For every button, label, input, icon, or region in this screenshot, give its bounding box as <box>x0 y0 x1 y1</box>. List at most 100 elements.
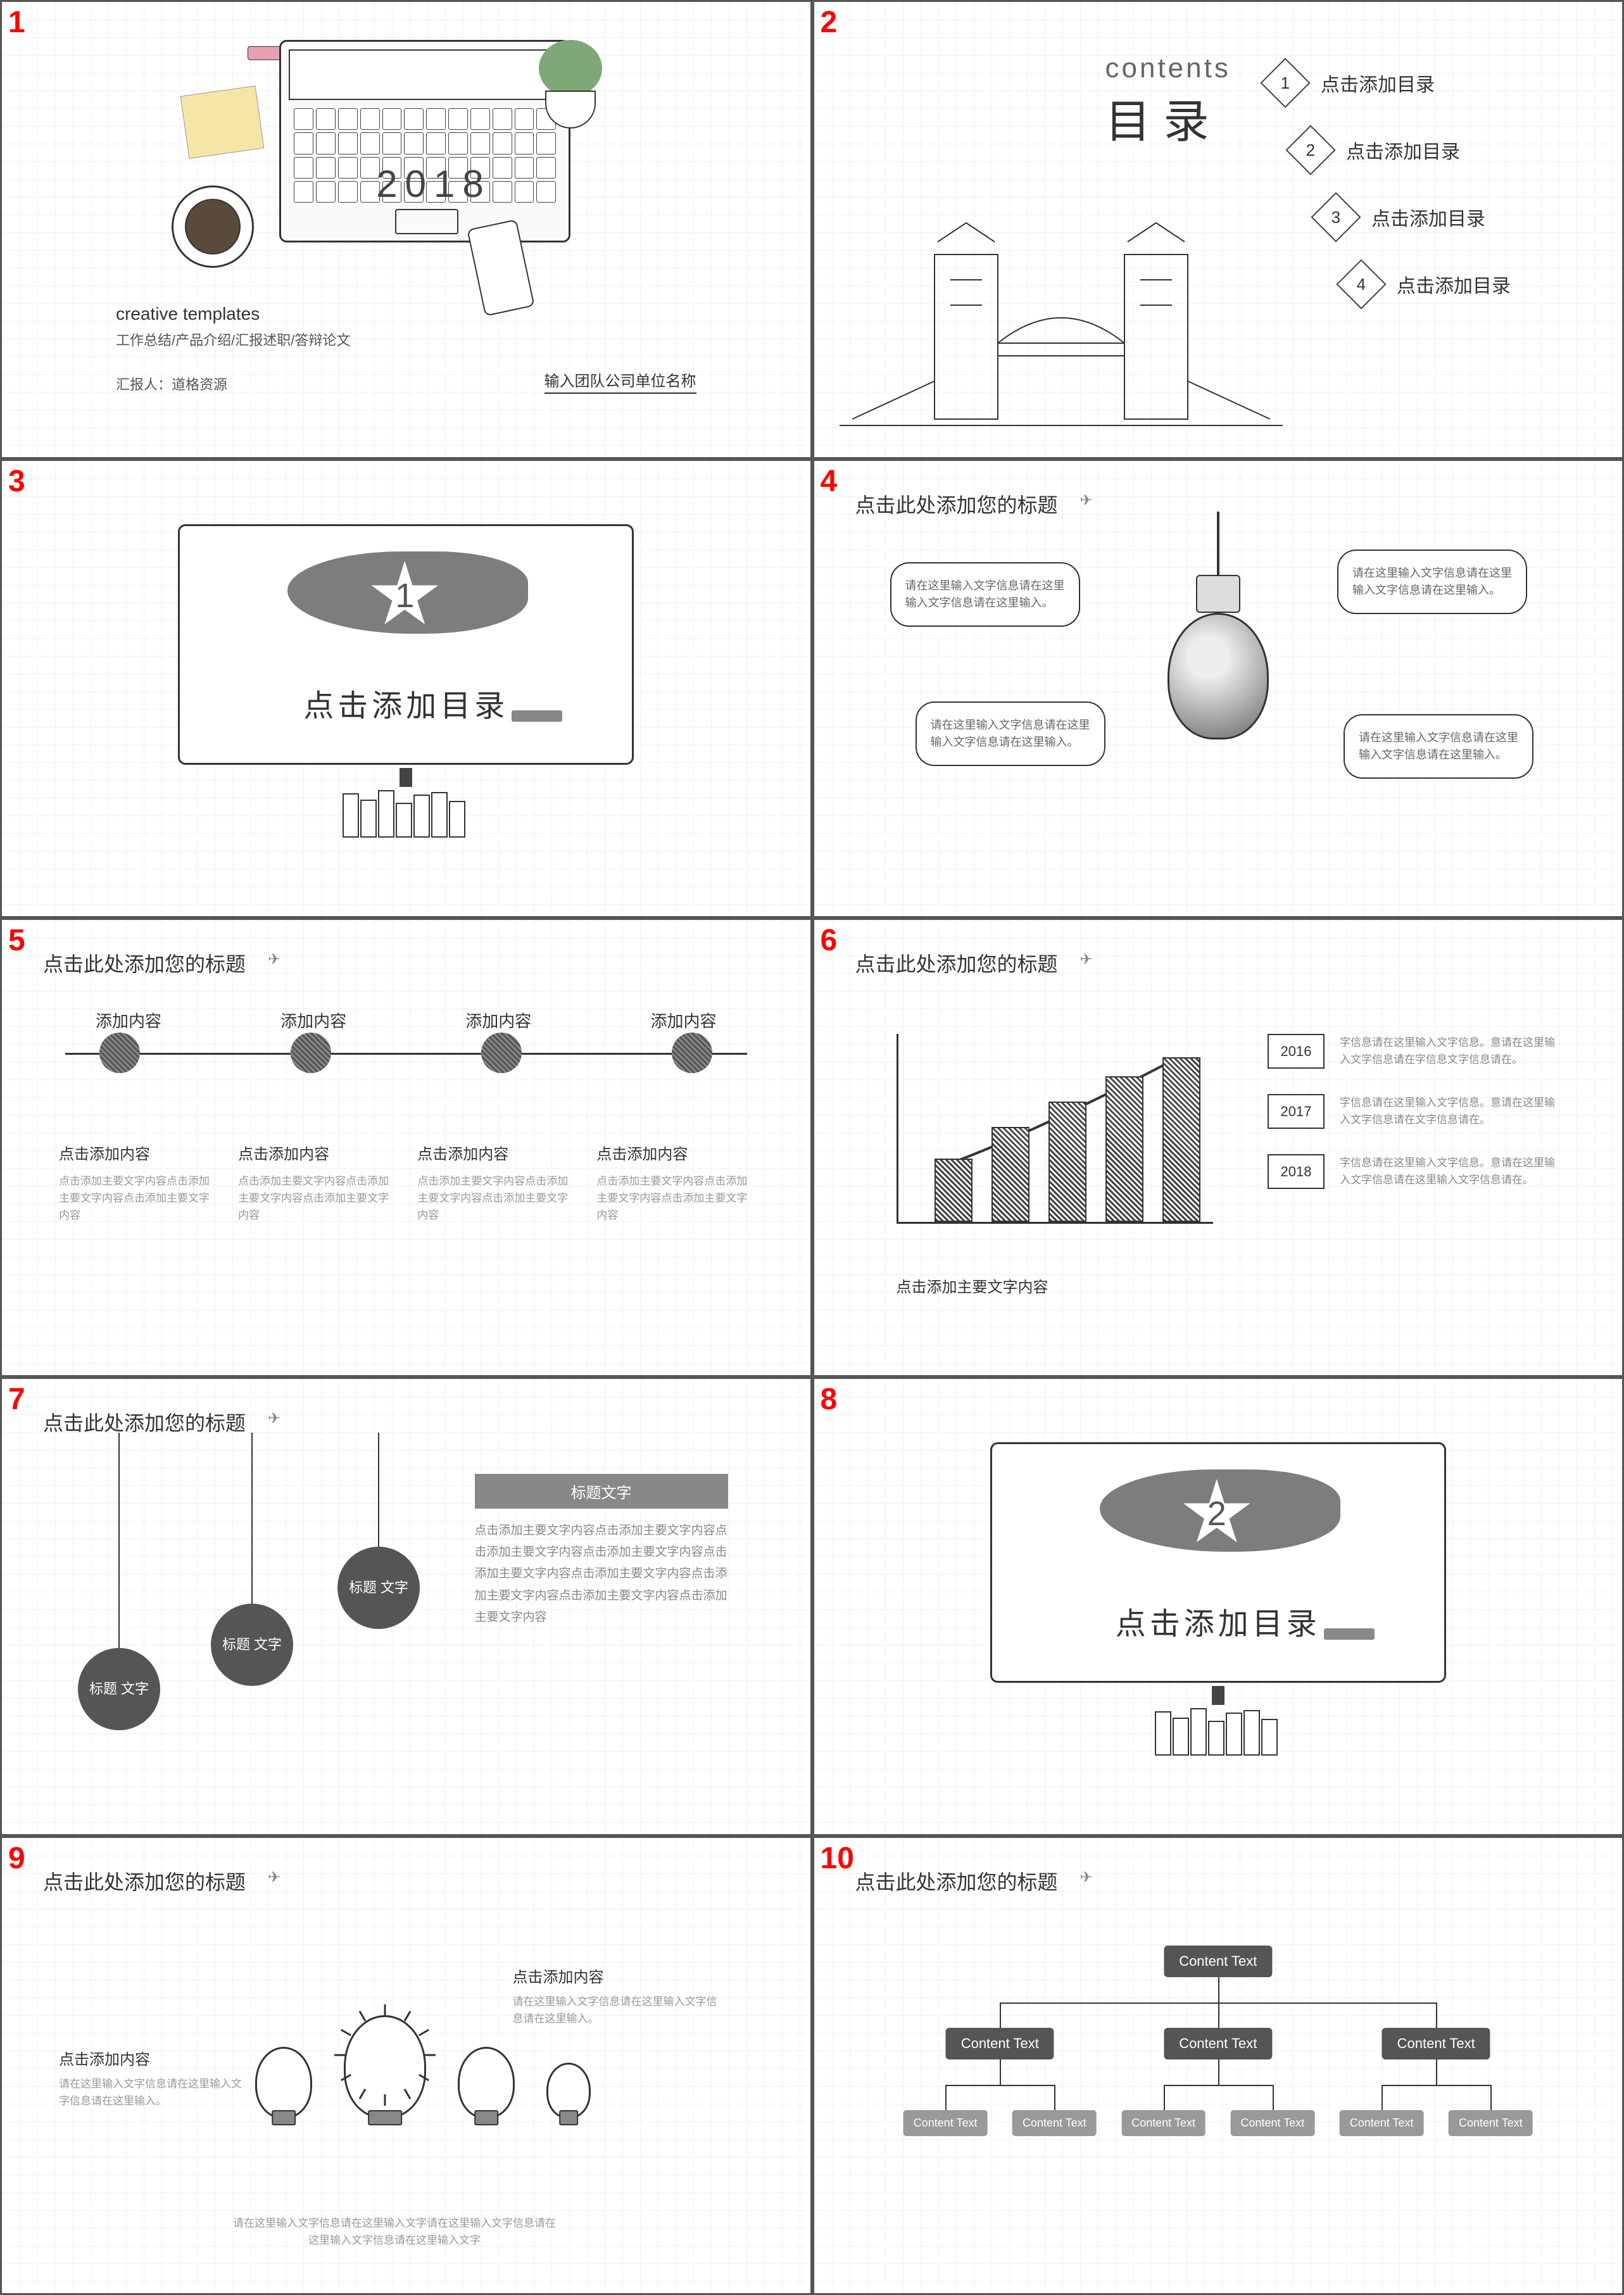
chart-bar <box>1048 1102 1086 1222</box>
tree-leaf: Content Text <box>1121 2110 1205 2136</box>
sticky-note-icon <box>180 85 265 159</box>
toc-list: 1点击添加目录2点击添加目录3点击添加目录4点击添加目录 <box>1268 65 1546 334</box>
pencil-icon <box>1324 1628 1375 1640</box>
chart-bar <box>991 1127 1029 1222</box>
lightbulb-icon <box>1168 613 1269 739</box>
panel-title: 标题文字 <box>475 1474 728 1509</box>
paper-plane-icon: ✈ <box>1080 950 1093 969</box>
hanging-circle: 标题 文字 <box>211 1433 293 1686</box>
diamond-badge: 4 <box>1336 259 1386 309</box>
thought-cloud: 请在这里输入文字信息请在这里输入文字信息请在这里输入。 <box>1344 714 1533 779</box>
content-column: 点击添加内容点击添加主要文字内容点击添加主要文字内容点击添加主要文字内容 <box>59 1141 215 1224</box>
slide-number: 10 <box>821 1841 854 1876</box>
tree-node: Content Text <box>1382 2028 1490 2059</box>
plant-icon <box>526 40 615 129</box>
slide-title: 点击此处添加您的标题 <box>43 1866 246 1896</box>
contents-zh: 目录 <box>1105 84 1222 151</box>
slide-title: 点击此处添加您的标题 <box>43 1407 246 1437</box>
hanging-circle: 标题 文字 <box>337 1433 420 1629</box>
timeline-label: 添加内容 <box>435 1009 562 1032</box>
coffee-cup-icon <box>172 185 254 268</box>
tree-leaf: Content Text <box>1012 2110 1097 2136</box>
diamond-badge: 2 <box>1285 125 1335 175</box>
slide-title: 点击此处添加您的标题 <box>855 489 1058 519</box>
diamond-badge: 3 <box>1311 192 1361 242</box>
timeline-labels: 添加内容添加内容添加内容添加内容 <box>65 1009 747 1032</box>
chart-bar <box>1162 1057 1200 1222</box>
bridge-illustration <box>840 217 1283 457</box>
slide-number: 2 <box>821 5 838 40</box>
slide-number: 9 <box>8 1841 25 1876</box>
toc-label: 点击添加目录 <box>1321 69 1435 97</box>
slide-4: 4 点击此处添加您的标题 ✈ 请在这里输入文字信息请在这里输入文字信息请在这里输… <box>812 459 1624 918</box>
slide-2: 2 contents 目录 1点击添加目录2点击添加目录3点击添加目录4点击添加… <box>812 0 1624 459</box>
slide-title: 点击此处添加您的标题 <box>855 1866 1058 1896</box>
year-badge: 2018 <box>1268 1154 1325 1189</box>
section-board: 2 点击添加目录 <box>990 1442 1446 1683</box>
slide-number: 3 <box>8 464 25 499</box>
slide-number: 4 <box>821 464 838 499</box>
paper-plane-icon: ✈ <box>268 1409 280 1428</box>
tree-leaf: Content Text <box>1230 2110 1314 2136</box>
chart-bar <box>935 1159 973 1222</box>
tree-leaf: Content Text <box>1340 2110 1424 2136</box>
year-badge: 2017 <box>1268 1094 1325 1129</box>
subtitle: 工作总结/产品介绍/汇报述职/答辩论文 <box>116 329 350 349</box>
lightbulb-row <box>255 2015 591 2118</box>
paper-plane-icon: ✈ <box>1080 1868 1093 1887</box>
hanging-circle: 标题 文字 <box>78 1433 160 1730</box>
diamond-badge: 1 <box>1260 58 1310 108</box>
easel-base <box>311 768 501 844</box>
text-panel: 标题文字 点击添加主要文字内容点击添加主要文字内容点击添加主要文字内容点击添加主… <box>475 1474 728 1628</box>
chart-bar <box>1105 1076 1143 1222</box>
year-row: 2017字信息请在这里输入文字信息。意请在这里输入文字信息请在文字信息请在。 <box>1268 1094 1559 1129</box>
pencil-icon <box>512 710 562 722</box>
lightbulb-icon <box>255 2047 312 2118</box>
slide-number: 7 <box>8 1382 25 1417</box>
toc-item: 2点击添加目录 <box>1293 132 1546 168</box>
slide-number: 1 <box>8 5 25 40</box>
toc-item: 4点击添加目录 <box>1344 267 1546 302</box>
slide-1: 1 2018 creative templates 工作总结/产品介绍/汇报述职… <box>0 0 812 459</box>
lightbulb-illustration <box>1123 512 1313 777</box>
timeline-dot <box>481 1033 522 1073</box>
lightbulb-icon <box>344 2015 426 2118</box>
slide-9: 9 点击此处添加您的标题 ✈ 点击添加内容请在这里输入文字信息请在这里输入文字信… <box>0 1836 812 2295</box>
thought-cloud: 请在这里输入文字信息请在这里输入文字信息请在这里输入。 <box>1337 550 1527 614</box>
slide-7: 7 点击此处添加您的标题 ✈ 标题 文字 标题 文字 标题 文字 标题文字 点击… <box>0 1377 812 1836</box>
section-board: 1 点击添加目录 <box>178 524 634 765</box>
lightbulb-icon <box>546 2063 591 2118</box>
slide-5: 5 点击此处添加您的标题 ✈ 添加内容添加内容添加内容添加内容 点击添加内容点击… <box>0 918 812 1377</box>
slide-number: 8 <box>821 1382 838 1417</box>
toc-item: 1点击添加目录 <box>1268 65 1546 101</box>
reporter-label: 汇报人：道格资源 <box>116 374 227 394</box>
bar-chart <box>897 1034 1213 1249</box>
thought-cloud: 请在这里输入文字信息请在这里输入文字信息请在这里输入。 <box>890 562 1080 627</box>
year-row: 2016字信息请在这里输入文字信息。意请在这里输入文字信息请在字信息文字信息请在… <box>1268 1034 1559 1069</box>
year-badge: 2016 <box>1268 1034 1325 1069</box>
toc-item: 3点击添加目录 <box>1318 199 1546 235</box>
slide-3: 3 1 点击添加目录 <box>0 459 812 918</box>
year-row: 2018字信息请在这里输入文字信息。意请在这里输入文字信息请在这里输入文字信息请… <box>1268 1154 1559 1189</box>
chart-caption: 点击添加主要文字内容 <box>897 1274 1048 1297</box>
year-label: 2018 <box>376 162 474 206</box>
slide-6: 6 点击此处添加您的标题 ✈ 点击添加主要文字内容 2016字信息请在这里输入文… <box>812 918 1624 1377</box>
content-column: 点击添加内容点击添加主要文字内容点击添加主要文字内容点击添加主要文字内容 <box>596 1141 753 1224</box>
text-block-right: 点击添加内容请在这里输入文字信息请在这里输入文字信息请在这里输入。 <box>513 1965 722 2027</box>
easel-base <box>1123 1686 1313 1762</box>
timeline-label: 添加内容 <box>620 1009 746 1032</box>
timeline-dot <box>291 1033 331 1073</box>
tree-node: Content Text <box>946 2028 1054 2059</box>
year-list: 2016字信息请在这里输入文字信息。意请在这里输入文字信息请在字信息文字信息请在… <box>1268 1034 1559 1214</box>
paper-plane-icon: ✈ <box>268 1868 280 1887</box>
timeline-dot <box>99 1033 140 1073</box>
team-label: 输入团队公司单位名称 <box>544 368 696 394</box>
content-columns: 点击添加内容点击添加主要文字内容点击添加主要文字内容点击添加主要文字内容 点击添加… <box>59 1141 753 1224</box>
org-tree: Content Text Content Text Content Text Cont… <box>878 1946 1559 2242</box>
tree-node: Content Text <box>1164 1946 1272 1977</box>
tree-leaf: Content Text <box>903 2110 988 2136</box>
thought-cloud: 请在这里输入文字信息请在这里输入文字信息请在这里输入。 <box>916 701 1105 766</box>
toc-label: 点击添加目录 <box>1397 270 1511 298</box>
slide-number: 6 <box>821 923 838 958</box>
contents-en: contents <box>1105 53 1231 84</box>
